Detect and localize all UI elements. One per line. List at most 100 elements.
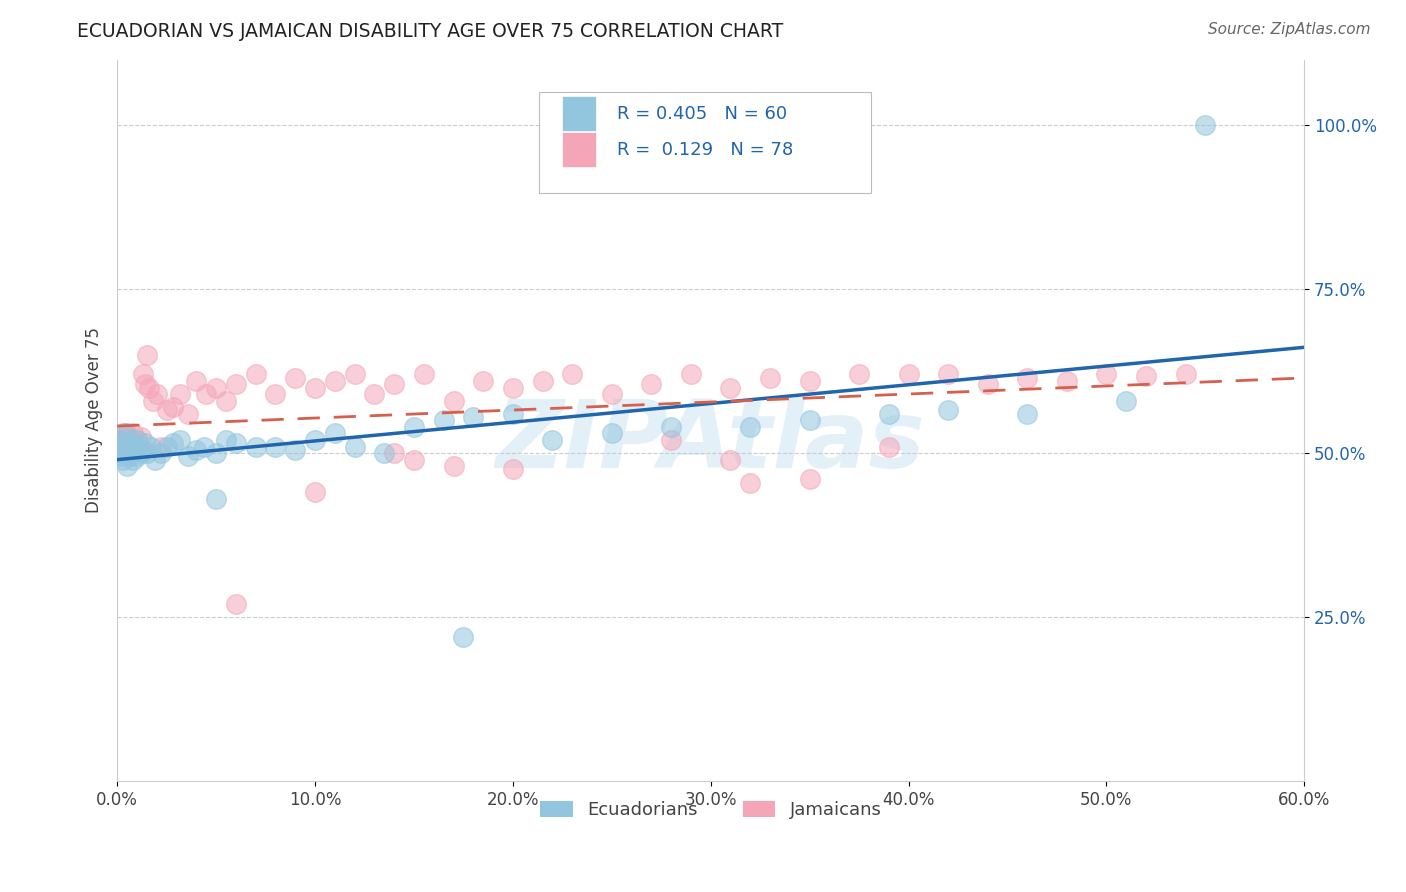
Point [110, 436, 132, 450]
Point [162, 400, 184, 414]
Point [799, 374, 821, 388]
Text: R = 0.405   N = 60: R = 0.405 N = 60 [617, 104, 787, 123]
Point [125, 433, 148, 447]
Point [799, 472, 821, 486]
Point [531, 374, 554, 388]
Point [186, 374, 208, 388]
Point [156, 403, 179, 417]
Point [115, 440, 138, 454]
Point [363, 387, 385, 401]
Point [112, 426, 135, 441]
Point [120, 433, 142, 447]
Point [225, 436, 247, 450]
Point [186, 442, 208, 457]
Point [679, 368, 702, 382]
Point [112, 452, 135, 467]
Point [382, 377, 405, 392]
Point [118, 450, 141, 464]
Point [877, 440, 900, 454]
Point [120, 440, 142, 454]
Point [225, 377, 247, 392]
Point [149, 440, 172, 454]
Point [453, 630, 475, 644]
Point [115, 446, 138, 460]
Point [108, 433, 131, 447]
Point [122, 452, 145, 467]
Point [125, 436, 148, 450]
Point [740, 420, 762, 434]
Point [976, 377, 998, 392]
Point [149, 446, 172, 460]
Point [118, 440, 141, 454]
Point [323, 374, 346, 388]
Point [177, 450, 200, 464]
Point [382, 446, 405, 460]
Point [134, 377, 156, 392]
Point [215, 433, 238, 447]
Point [120, 436, 142, 450]
Point [433, 413, 456, 427]
Text: ZIPAtlas: ZIPAtlas [496, 396, 925, 488]
Point [225, 597, 247, 611]
Point [138, 380, 160, 394]
Point [720, 452, 742, 467]
Point [169, 433, 191, 447]
Point [115, 430, 138, 444]
Point [115, 436, 138, 450]
Point [115, 426, 138, 441]
Text: ECUADORIAN VS JAMAICAN DISABILITY AGE OVER 75 CORRELATION CHART: ECUADORIAN VS JAMAICAN DISABILITY AGE OV… [77, 22, 783, 41]
Point [134, 436, 156, 450]
Point [132, 368, 155, 382]
Point [936, 403, 959, 417]
Point [114, 440, 136, 454]
Point [169, 387, 191, 401]
Y-axis label: Disability Age Over 75: Disability Age Over 75 [86, 327, 103, 513]
Point [142, 393, 165, 408]
Point [373, 446, 395, 460]
Text: Source: ZipAtlas.com: Source: ZipAtlas.com [1208, 22, 1371, 37]
FancyBboxPatch shape [538, 92, 870, 193]
Point [264, 387, 287, 401]
Point [118, 433, 141, 447]
Bar [562, 132, 596, 167]
Point [936, 368, 959, 382]
Point [443, 393, 465, 408]
Point [114, 436, 136, 450]
Point [205, 491, 228, 506]
Point [115, 459, 138, 474]
Point [799, 413, 821, 427]
Point [1135, 369, 1157, 384]
Point [759, 370, 782, 384]
Point [304, 485, 326, 500]
Point [124, 440, 146, 454]
Point [720, 380, 742, 394]
Point [122, 446, 145, 460]
Point [122, 440, 145, 454]
Point [304, 433, 326, 447]
Point [304, 380, 326, 394]
Point [740, 475, 762, 490]
Point [156, 440, 179, 454]
Point [343, 368, 366, 382]
Point [1017, 407, 1039, 421]
Point [110, 433, 132, 447]
Point [177, 407, 200, 421]
Point [897, 368, 920, 382]
Point [120, 442, 142, 457]
Point [112, 442, 135, 457]
Point [1095, 368, 1118, 382]
Point [877, 407, 900, 421]
Point [108, 440, 131, 454]
Point [135, 348, 157, 362]
Point [600, 426, 623, 441]
Point [502, 462, 524, 476]
Point [129, 446, 152, 460]
Point [125, 433, 148, 447]
Point [502, 380, 524, 394]
Point [284, 370, 307, 384]
Point [135, 446, 157, 460]
Point [472, 374, 495, 388]
Point [402, 420, 425, 434]
Point [122, 426, 145, 441]
Point [110, 450, 132, 464]
